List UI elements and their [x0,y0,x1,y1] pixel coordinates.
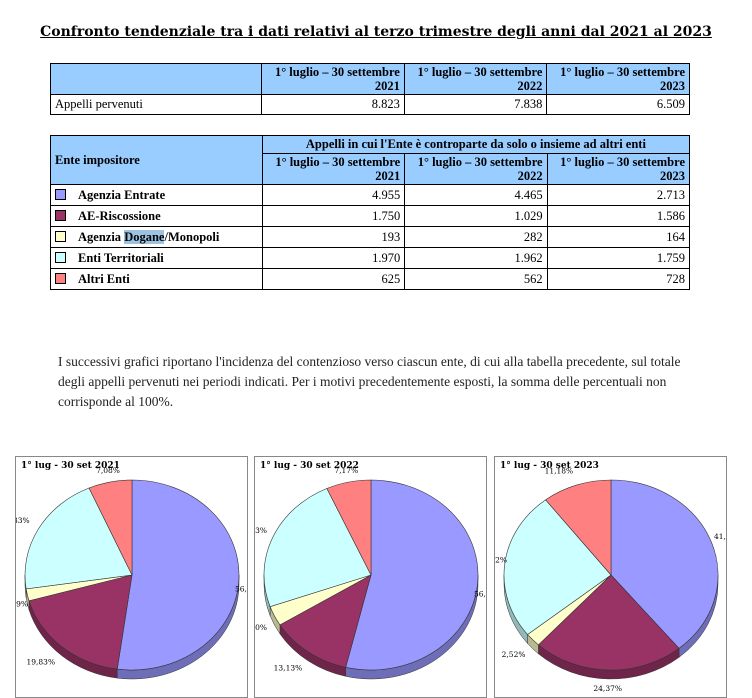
legend-swatch [55,188,66,200]
table2-corner: Ente impositore [50,135,263,185]
cell-value: 1.759 [546,247,691,269]
pie-svg: 56,97% 13,13% 3,60% 25,03% 7,17% [255,466,486,680]
data-label: 19,83% [26,658,55,667]
slice-enti-territoriali [24,487,133,590]
pie-svg: 56,16% 19,83% 2,19% 22,33% 7,08% [16,466,247,680]
data-label: 41,68% [714,532,726,541]
row-label: Agenzia Entrate [50,184,263,206]
row-label: Enti Territoriali [50,247,263,269]
cell-value: 1.750 [261,205,406,227]
legend-swatch [55,230,66,242]
period-header-2022: 1° luglio – 30 settembre 2022 [404,153,548,185]
chart-title: 1° lug - 30 set 2022 [260,461,359,471]
legend-swatch [55,209,66,221]
cell-value: 2.713 [546,184,691,206]
cell-value: 7.838 [403,94,548,115]
enti-table: Ente impositore Appelli in cui l'Ente è … [50,135,691,290]
data-label: 25,03% [255,526,267,535]
cell-value: 164 [546,226,691,248]
data-label: 13,13% [274,664,303,673]
chart-title: 1° lug - 30 set 2023 [500,461,599,471]
data-label: 56,97% [474,590,486,599]
data-label: 3,60% [255,623,267,632]
slice-agenzia-entrate [345,479,479,671]
row-label: Agenzia Dogane/Monopoli [50,226,263,248]
data-label: 2,19% [16,599,28,608]
data-label: 24,37% [593,684,622,693]
slice-altri-enti [545,479,612,576]
legend-swatch [55,251,66,263]
slice-altri-enti [88,479,133,576]
table-row: Agenzia Entrate 4.955 4.465 2.713 [50,184,691,206]
slice-enti-territoriali [263,488,372,608]
chart-title: 1° lug - 30 set 2021 [21,461,120,471]
period-header-2021: 1° luglio – 30 settembre 2021 [261,153,406,185]
pie-chart-2021: 56,16% 19,83% 2,19% 22,33% 7,08% 1° lug - 30… [15,456,248,698]
row-label: Appelli pervenuti [49,94,263,115]
pie-chart-2023: 41,68% 24,37% 2,52% 27,02% 11,18% 1° lug - 3… [494,456,727,698]
cell-value: 4.955 [261,184,406,206]
highlighted-text: Dogane [124,229,165,244]
data-label: 7,08% [96,466,120,475]
table-row: Agenzia Dogane/Monopoli 193 282 164 [50,226,691,248]
cell-value: 4.465 [404,184,548,206]
row-label: AE-Riscossione [50,205,263,227]
slice-ae-riscossione [537,574,680,671]
cell-value: 625 [261,268,406,290]
legend-swatch [55,272,66,284]
group-header: Appelli in cui l'Ente è controparte da s… [261,135,691,154]
cell-value: 8.823 [261,94,405,115]
table1-corner [49,63,263,95]
period-header-2022: 1° luglio – 30 settembre 2022 [403,63,548,95]
data-label: 22,33% [16,516,30,525]
appelli-pervenuti-table: 1° luglio – 30 settembre 2021 1° luglio –… [49,63,690,115]
cell-value: 1.962 [404,247,548,269]
pie-svg: 41,68% 24,37% 2,52% 27,02% 11,18% [495,467,726,693]
description-paragraph: I successivi grafici riportano l'inciden… [58,354,681,409]
cell-value: 1.586 [546,205,691,227]
cell-value: 562 [404,268,548,290]
data-label: 2,52% [502,650,526,659]
cell-value: 1.029 [404,205,548,227]
table-row: AE-Riscossione 1.750 1.029 1.586 [50,205,691,227]
table-row: Enti Territoriali 1.970 1.962 1.759 [50,247,691,269]
slice-ae-riscossione [279,574,372,668]
slice-ae-riscossione [28,574,133,670]
pie-chart-2022: 56,97% 13,13% 3,60% 25,03% 7,17% 1° lug - 30… [254,456,487,698]
period-header-2023: 1° luglio – 30 settembre 2023 [546,63,690,95]
period-header-2021: 1° luglio – 30 settembre 2021 [261,63,405,95]
slice-agenzia-entrate [610,479,719,649]
cell-value: 282 [404,226,548,248]
data-label: 7,17% [334,466,358,475]
cell-value: 1.970 [261,247,406,269]
data-label: 27,02% [495,555,507,564]
slice-agenzia-entrate [116,479,240,671]
cell-value: 193 [261,226,406,248]
table-row: Altri Enti 625 562 728 [50,268,691,290]
slice-altri-enti [326,479,372,576]
page-title: Confronto tendenziale tra i dati relativ… [40,24,712,40]
cell-value: 6.509 [546,94,690,115]
period-header-2023: 1° luglio – 30 settembre 2023 [546,153,691,185]
data-label: 56,16% [235,584,247,593]
slice-enti-territoriali [503,499,612,635]
data-label: 11,18% [545,467,574,476]
cell-value: 728 [546,268,691,290]
row-label: Altri Enti [50,268,263,290]
